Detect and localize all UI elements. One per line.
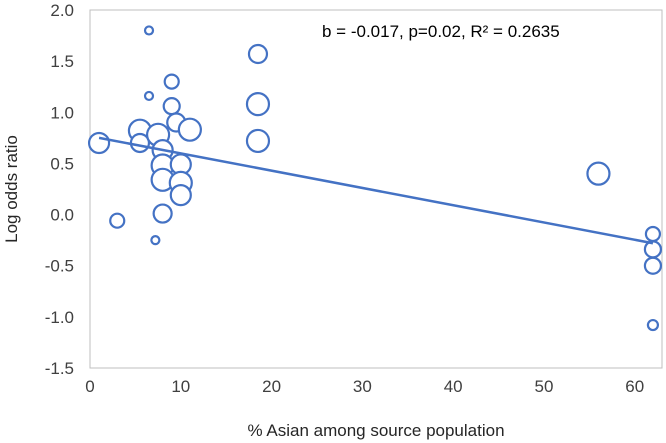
data-point xyxy=(152,203,173,224)
data-point xyxy=(643,240,663,259)
y-tick-label: -1.0 xyxy=(45,308,74,327)
x-tick-label: 10 xyxy=(171,377,190,396)
plot-frame xyxy=(89,9,663,369)
data-point xyxy=(87,131,111,155)
trendline xyxy=(98,136,654,245)
data-point xyxy=(143,25,155,36)
y-tick-label: 1.0 xyxy=(50,103,74,122)
data-point xyxy=(169,184,192,207)
data-point xyxy=(177,117,202,142)
data-point xyxy=(109,212,126,229)
data-point xyxy=(143,90,155,102)
y-tick-labels: -1.5 -1.0 -0.5 0.0 0.5 1.0 1.5 2.0 xyxy=(45,1,74,378)
y-axis-title: Log odds ratio xyxy=(2,135,21,243)
data-point xyxy=(163,73,180,90)
x-tick-labels: 0 10 20 30 40 50 60 xyxy=(85,377,644,396)
data-point xyxy=(150,235,161,246)
x-tick-label: 30 xyxy=(353,377,372,396)
y-tick-label: 0.0 xyxy=(50,206,74,225)
x-tick-label: 60 xyxy=(625,377,644,396)
data-point xyxy=(162,97,181,116)
data-point xyxy=(245,128,271,154)
chart-annotation: b = -0.017, p=0.02, R² = 0.2635 xyxy=(322,22,560,41)
data-point xyxy=(247,43,269,65)
bubble-points xyxy=(87,25,663,332)
data-point xyxy=(245,92,271,117)
y-tick-label: 0.5 xyxy=(50,154,74,173)
data-point xyxy=(646,318,660,332)
data-point xyxy=(586,161,611,186)
x-tick-label: 40 xyxy=(444,377,463,396)
x-tick-label: 50 xyxy=(535,377,554,396)
data-point xyxy=(644,225,662,243)
y-tick-label: 1.5 xyxy=(50,52,74,71)
y-tick-label: -0.5 xyxy=(45,257,74,276)
x-tick-label: 0 xyxy=(85,377,94,396)
x-axis-title: % Asian among source population xyxy=(247,421,504,440)
data-point xyxy=(643,256,663,275)
y-tick-label: -1.5 xyxy=(45,359,74,378)
y-tick-label: 2.0 xyxy=(50,1,74,20)
x-tick-label: 20 xyxy=(262,377,281,396)
